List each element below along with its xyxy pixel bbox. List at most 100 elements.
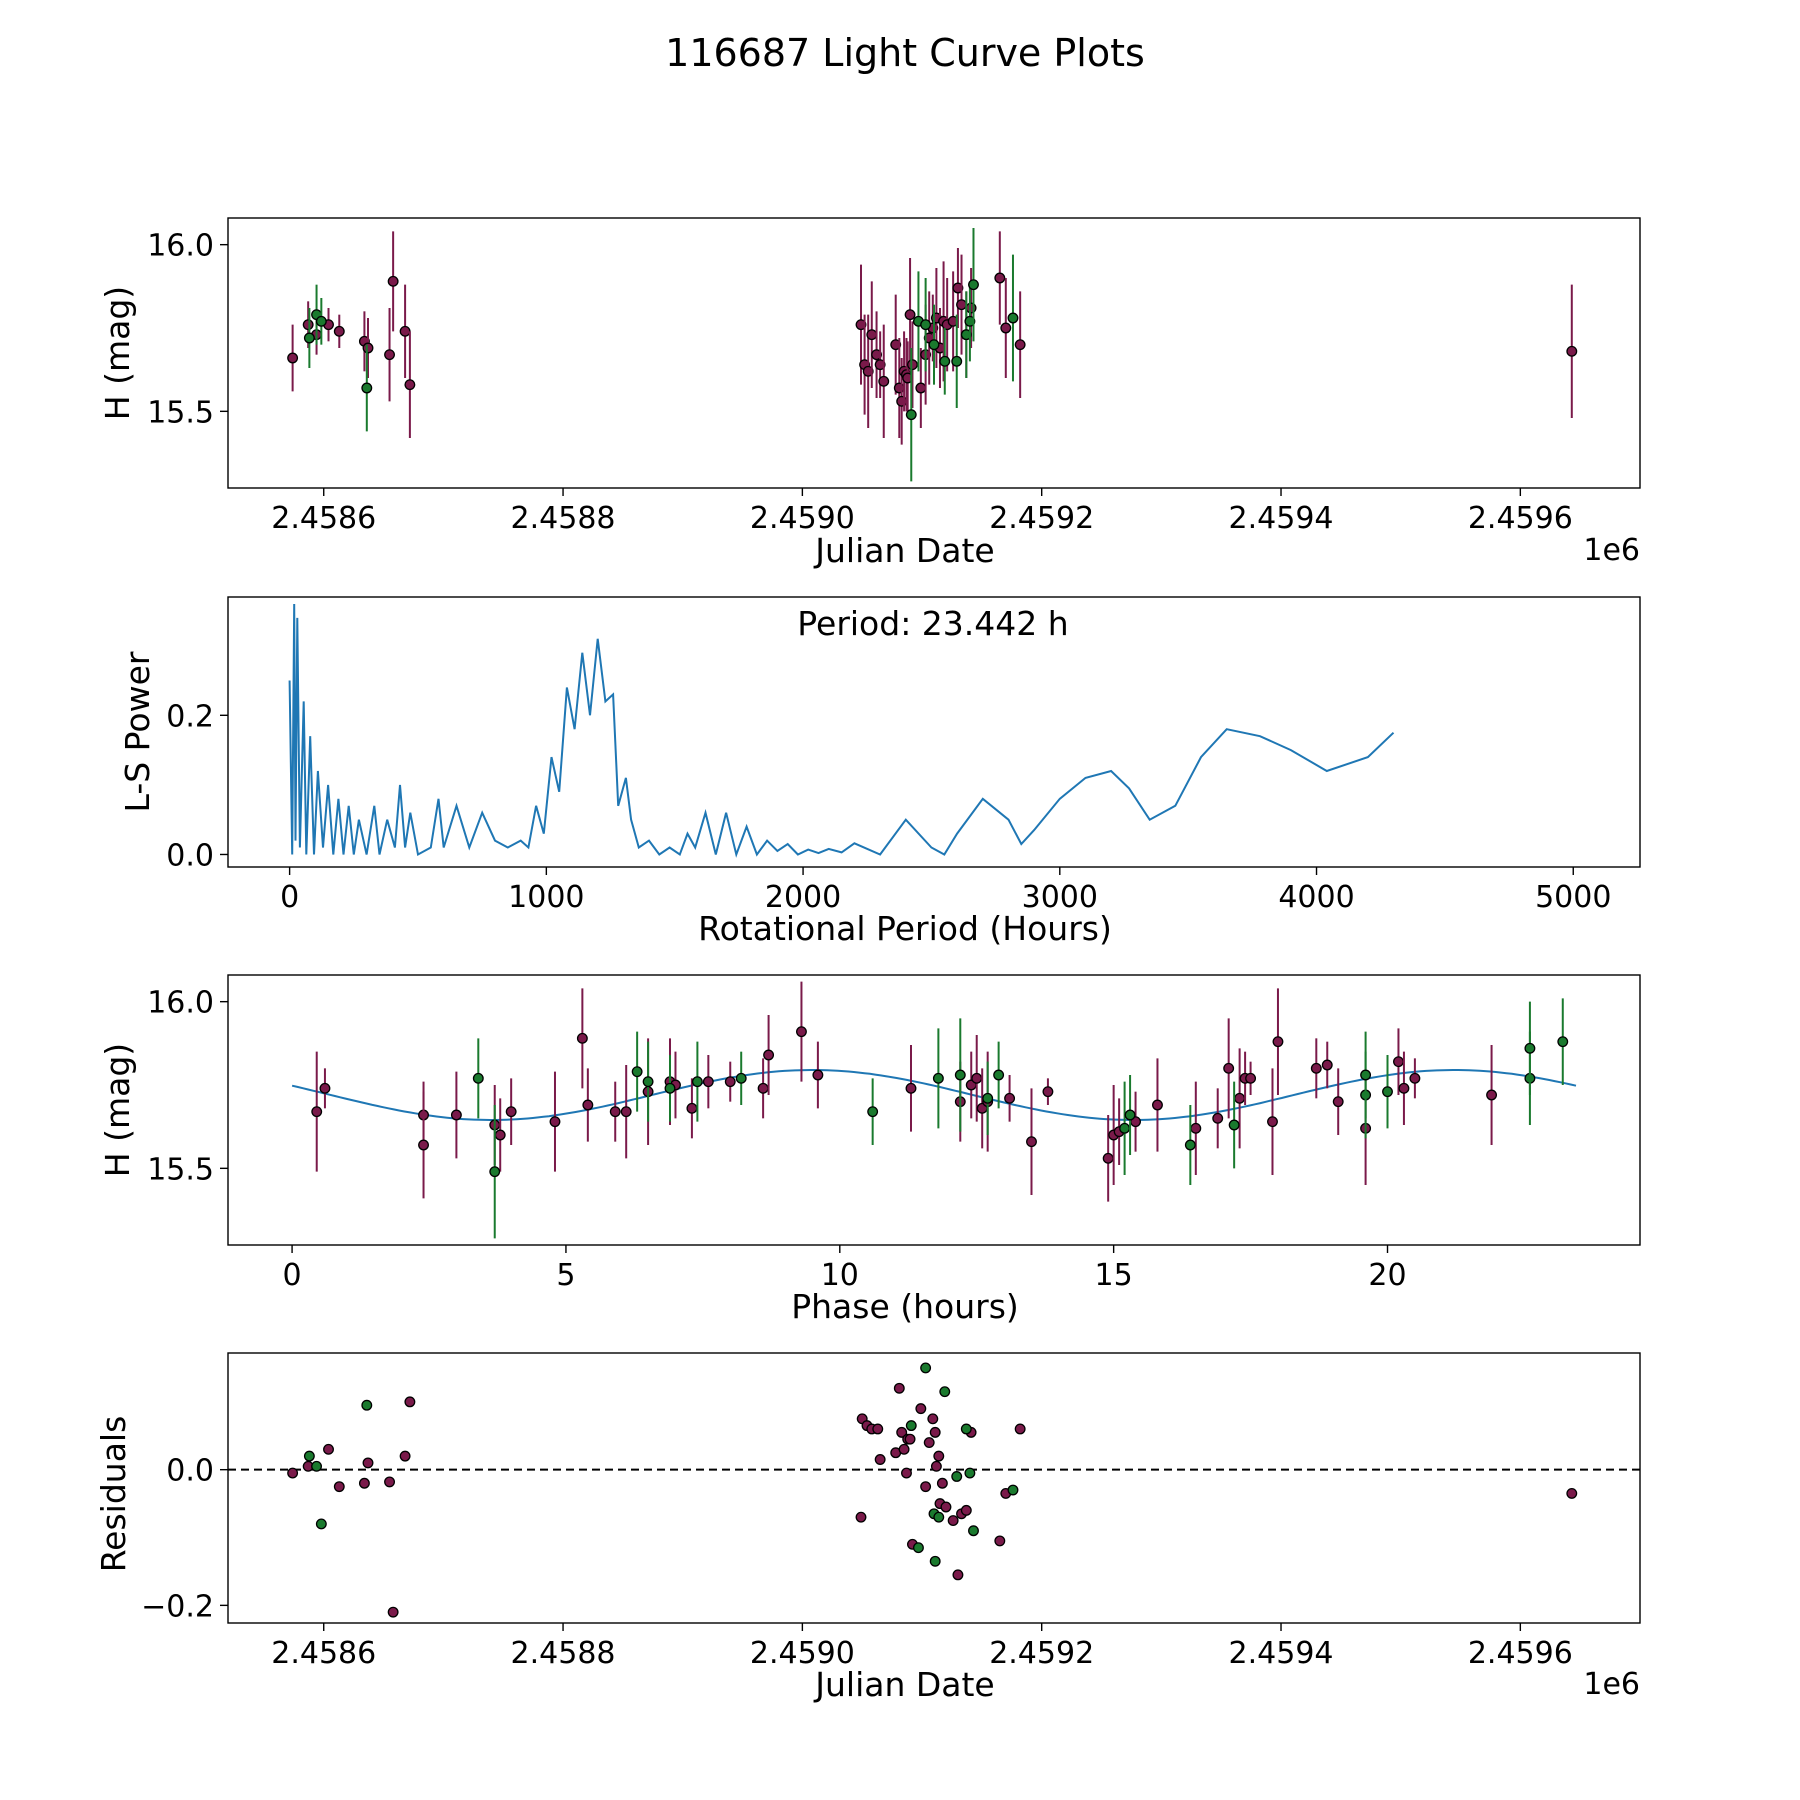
phased-point xyxy=(1026,1136,1037,1148)
periodogram-xlabel: Rotational Period (Hours) xyxy=(698,909,1112,948)
residuals-point xyxy=(1014,1423,1026,1435)
lightcurve-point xyxy=(399,325,411,337)
residuals-point xyxy=(920,1481,932,1493)
residuals-point xyxy=(904,1433,916,1445)
phased-point xyxy=(1360,1069,1372,1081)
phased-point xyxy=(905,1082,917,1094)
lightcurve-panel: Julian Date H (mag) 1e6 2.4586 2.4588 2.45… xyxy=(98,217,1641,570)
lightcurve-point xyxy=(878,375,890,387)
phased-point xyxy=(686,1102,698,1114)
residuals-point xyxy=(1566,1487,1578,1499)
phased-point xyxy=(1152,1099,1163,1111)
residuals-point xyxy=(929,1555,941,1567)
residuals-point xyxy=(940,1501,952,1513)
residuals-point xyxy=(361,1399,373,1411)
phased-point xyxy=(1102,1152,1114,1164)
phased-point xyxy=(494,1129,506,1141)
phased-point xyxy=(319,1082,331,1094)
lightcurve-point xyxy=(890,339,902,351)
phased-point xyxy=(620,1106,632,1118)
lightcurve-ytick-label: 15.5 xyxy=(147,395,214,430)
lightcurve-point xyxy=(287,352,299,364)
phased-xtick-label: 10 xyxy=(821,1258,859,1293)
phased-point xyxy=(1119,1122,1131,1134)
lightcurve-point xyxy=(952,282,964,294)
phased-point xyxy=(1486,1089,1498,1101)
phased-point xyxy=(631,1066,643,1078)
lightcurve-xtick-label: 2.4586 xyxy=(271,501,376,536)
lightcurve-point xyxy=(915,382,927,394)
residuals-ytick-label: 0.0 xyxy=(166,1454,214,1489)
residuals-point xyxy=(939,1386,951,1398)
phased-point xyxy=(1272,1036,1284,1048)
phased-point xyxy=(472,1072,484,1084)
residuals-point xyxy=(927,1413,939,1425)
periodogram-ylabel: L-S Power xyxy=(118,651,157,812)
residuals-point xyxy=(358,1477,370,1489)
phased-panel: Phase (hours) H (mag) 0 5 10 15 20 15.5 16.0 xyxy=(98,974,1641,1326)
residuals-point xyxy=(960,1423,972,1435)
residuals-point xyxy=(933,1450,945,1462)
phased-point xyxy=(1398,1082,1410,1094)
residuals-xtick-label: 2.4588 xyxy=(511,1636,616,1671)
residuals-point xyxy=(874,1454,886,1465)
periodogram-ytick-label: 0.0 xyxy=(166,838,214,873)
lightcurve-point xyxy=(951,355,963,367)
lightcurve-point xyxy=(905,409,917,421)
lightcurve-point xyxy=(968,279,979,291)
lightcurve-point xyxy=(1566,345,1578,357)
phased-point xyxy=(691,1076,703,1088)
residuals-xtick-label: 2.4596 xyxy=(1468,1636,1573,1671)
lightcurve-ytick-label: 16.0 xyxy=(147,229,214,264)
phased-point xyxy=(1332,1096,1344,1108)
lightcurve-point xyxy=(904,309,916,321)
residuals-point xyxy=(1007,1484,1019,1496)
residuals-point xyxy=(933,1511,945,1523)
residuals-ytick-label: −0.2 xyxy=(141,1589,214,1624)
lightcurve-point xyxy=(994,272,1006,284)
phased-fit-curve xyxy=(291,1069,1577,1121)
residuals-point xyxy=(872,1423,884,1435)
phased-point xyxy=(609,1106,621,1118)
phased-point xyxy=(1223,1062,1235,1074)
residuals-point xyxy=(315,1518,327,1530)
periodogram-panel: Period: 23.442 h Rotational Period (Hour… xyxy=(118,596,1641,948)
phased-xlabel: Phase (hours) xyxy=(791,1287,1019,1326)
residuals-point xyxy=(901,1467,912,1479)
phased-point xyxy=(1245,1072,1257,1084)
phased-point xyxy=(971,1072,983,1084)
residuals-point xyxy=(323,1443,334,1455)
residuals-point xyxy=(947,1515,959,1527)
phased-point xyxy=(1234,1092,1246,1104)
residuals-point xyxy=(387,1606,399,1618)
phased-point xyxy=(311,1106,323,1118)
residuals-xlabel: Julian Date xyxy=(813,1665,995,1704)
lightcurve-xtick-label: 2.4594 xyxy=(1229,501,1334,536)
lightcurve-point xyxy=(871,349,883,361)
periodogram-axes xyxy=(227,596,1641,868)
residuals-point xyxy=(915,1403,927,1415)
lightcurve-point xyxy=(928,339,940,351)
phased-point xyxy=(1184,1139,1196,1151)
phased-point xyxy=(1042,1086,1054,1098)
phased-point xyxy=(450,1109,462,1121)
lightcurve-point xyxy=(1000,322,1012,334)
periodogram-ytick-label: 0.2 xyxy=(166,699,214,734)
phased-xtick-label: 20 xyxy=(1368,1258,1406,1293)
residuals-point xyxy=(905,1420,917,1432)
phased-point xyxy=(1004,1092,1016,1104)
lightcurve-point xyxy=(1014,339,1026,351)
periodogram-annotation: Period: 23.442 h xyxy=(797,604,1068,643)
lightcurve-point xyxy=(956,299,967,311)
residuals-point xyxy=(311,1460,322,1472)
periodogram-xtick-label: 4000 xyxy=(1278,880,1354,915)
phased-point xyxy=(796,1026,807,1038)
phased-point xyxy=(702,1076,714,1088)
phased-xtick-label: 0 xyxy=(283,1258,302,1293)
lightcurve-point xyxy=(404,379,416,391)
lightcurve-xlabel: Julian Date xyxy=(813,531,995,570)
phased-point xyxy=(812,1069,824,1081)
phased-point xyxy=(505,1106,517,1118)
residuals-point xyxy=(964,1467,976,1479)
residuals-point xyxy=(896,1426,908,1438)
